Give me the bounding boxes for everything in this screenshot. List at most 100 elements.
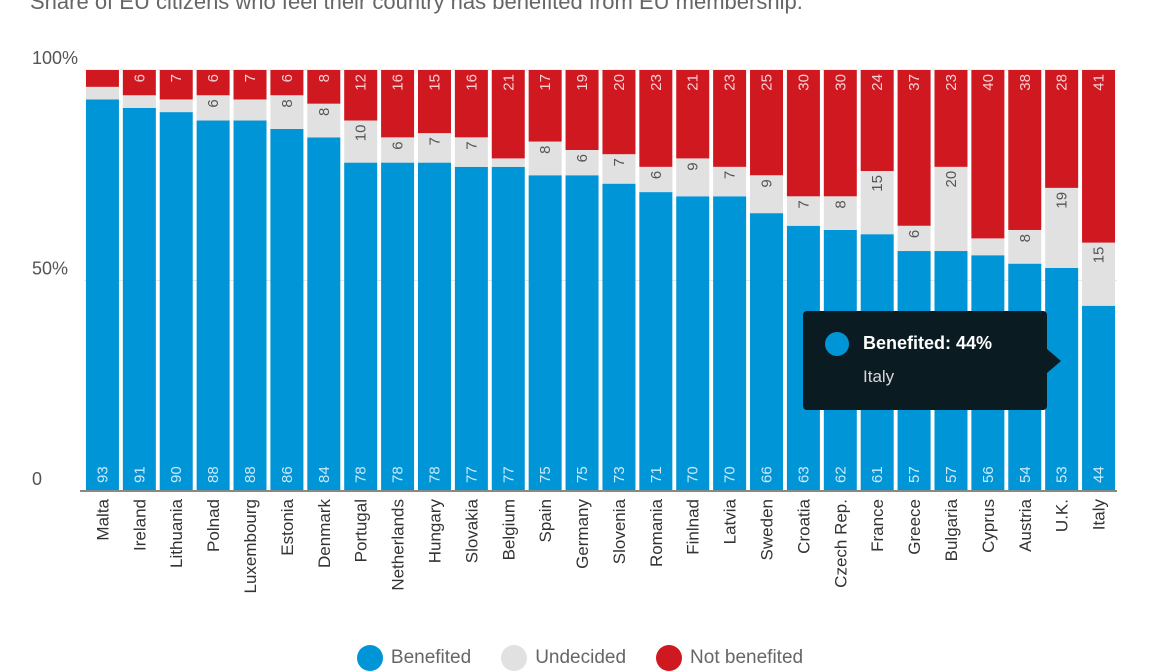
bar-undecided-greece[interactable] — [897, 225, 931, 252]
bar-not-benefited-czech-rep[interactable] — [823, 70, 857, 197]
bar-undecided-estonia[interactable] — [270, 95, 304, 129]
bar-undecided-spain[interactable] — [528, 141, 562, 176]
bar-undecided-ireland[interactable] — [122, 95, 156, 108]
bar-not-benefited-italy[interactable] — [1082, 70, 1116, 243]
bar-undecided-austria[interactable] — [1008, 229, 1042, 264]
bar-not-benefited-austria[interactable] — [1008, 70, 1042, 230]
bar-undecided-cyprus[interactable] — [971, 238, 1005, 256]
legend-item-not-benefited[interactable]: Not benefited — [656, 645, 803, 671]
bar-benefited-estonia[interactable] — [270, 128, 304, 491]
bar-undecided-hungary[interactable] — [417, 133, 451, 163]
category-label-spain: Spain — [536, 499, 555, 542]
data-label-undecided-portugal: 10 — [353, 125, 370, 142]
bar-not-benefited-belgium[interactable] — [491, 70, 525, 159]
category-label-ireland: Ireland — [130, 499, 149, 551]
bar-undecided-germany[interactable] — [565, 149, 599, 176]
bar-not-benefited-lithuania[interactable] — [159, 70, 193, 100]
data-label-undecided-polnad: 6 — [205, 99, 222, 107]
legend-item-benefited[interactable]: Benefited — [356, 645, 471, 671]
bar-not-benefited-spain[interactable] — [528, 70, 562, 142]
bar-not-benefited-finlnad[interactable] — [676, 70, 710, 159]
bar-not-benefited-latvia[interactable] — [713, 70, 747, 167]
data-label-benefited-hungary: 78 — [426, 466, 443, 483]
bar-undecided-slovenia[interactable] — [602, 154, 636, 184]
category-label-u-k: U.K. — [1053, 499, 1072, 532]
bar-not-benefited-hungary[interactable] — [417, 70, 451, 134]
bar-benefited-belgium[interactable] — [491, 166, 525, 491]
legend-label-not-benefited: Not benefited — [690, 647, 804, 668]
bar-undecided-slovakia[interactable] — [454, 137, 488, 167]
category-label-germany: Germany — [573, 499, 592, 569]
bar-benefited-netherlands[interactable] — [381, 162, 415, 491]
bar-undecided-belgium[interactable] — [491, 158, 525, 167]
bar-not-benefited-france[interactable] — [860, 70, 894, 172]
bar-undecided-luxembourg[interactable] — [233, 99, 267, 121]
bar-undecided-u-k[interactable] — [1045, 187, 1079, 268]
bar-undecided-romania[interactable] — [639, 166, 673, 193]
bar-benefited-germany[interactable] — [565, 175, 599, 491]
bar-undecided-lithuania[interactable] — [159, 99, 193, 113]
bar-not-benefited-malta[interactable] — [85, 70, 119, 87]
bar-benefited-romania[interactable] — [639, 192, 673, 491]
bar-not-benefited-cyprus[interactable] — [971, 70, 1005, 239]
bar-undecided-finlnad[interactable] — [676, 158, 710, 197]
category-label-luxembourg: Luxembourg — [241, 499, 260, 594]
bar-undecided-portugal[interactable] — [344, 120, 378, 163]
bar-not-benefited-polnad[interactable] — [196, 70, 230, 96]
bar-not-benefited-luxembourg[interactable] — [233, 70, 267, 100]
data-label-benefited-lithuania: 90 — [168, 466, 185, 483]
bar-benefited-finlnad[interactable] — [676, 196, 710, 492]
bar-undecided-italy[interactable] — [1082, 242, 1116, 306]
bar-benefited-ireland[interactable] — [122, 107, 156, 491]
bar-not-benefited-romania[interactable] — [639, 70, 673, 167]
bar-benefited-hungary[interactable] — [417, 162, 451, 491]
data-label-benefited-spain: 75 — [537, 466, 554, 483]
bar-undecided-malta[interactable] — [85, 86, 119, 100]
bar-undecided-czech-rep[interactable] — [823, 196, 857, 230]
bar-benefited-portugal[interactable] — [344, 162, 378, 491]
bar-undecided-polnad[interactable] — [196, 95, 230, 121]
bar-undecided-croatia[interactable] — [786, 196, 820, 226]
bar-not-benefited-u-k[interactable] — [1045, 70, 1079, 188]
bar-benefited-lithuania[interactable] — [159, 112, 193, 491]
bar-benefited-malta[interactable] — [85, 99, 119, 491]
bar-not-benefited-greece[interactable] — [897, 70, 931, 226]
bar-not-benefited-sweden[interactable] — [750, 70, 784, 176]
category-label-italy: Italy — [1090, 499, 1109, 531]
legend-item-undecided[interactable]: Undecided — [501, 645, 626, 671]
data-label-not-benefited-austria: 38 — [1017, 74, 1034, 91]
bar-benefited-slovakia[interactable] — [454, 166, 488, 491]
bar-benefited-sweden[interactable] — [750, 213, 784, 491]
bar-not-benefited-netherlands[interactable] — [381, 70, 415, 138]
data-label-undecided-bulgaria: 20 — [943, 171, 960, 188]
bar-not-benefited-croatia[interactable] — [786, 70, 820, 197]
category-label-belgium: Belgium — [499, 499, 518, 560]
bar-undecided-france[interactable] — [860, 171, 894, 235]
bar-not-benefited-germany[interactable] — [565, 70, 599, 150]
data-label-undecided-sweden: 9 — [759, 179, 776, 187]
bar-benefited-polnad[interactable] — [196, 120, 230, 492]
data-label-not-benefited-lithuania: 7 — [168, 74, 185, 82]
bar-not-benefited-estonia[interactable] — [270, 70, 304, 96]
bar-benefited-denmark[interactable] — [307, 137, 341, 492]
category-label-hungary: Hungary — [425, 499, 444, 564]
bar-benefited-luxembourg[interactable] — [233, 120, 267, 492]
bar-benefited-slovenia[interactable] — [602, 183, 636, 492]
bar-not-benefited-denmark[interactable] — [307, 70, 341, 104]
bar-undecided-netherlands[interactable] — [381, 137, 415, 163]
bar-not-benefited-slovakia[interactable] — [454, 70, 488, 138]
bar-undecided-latvia[interactable] — [713, 166, 747, 197]
bar-not-benefited-ireland[interactable] — [122, 70, 156, 96]
bar-benefited-spain[interactable] — [528, 175, 562, 491]
bar-benefited-u-k[interactable] — [1045, 267, 1079, 491]
bar-benefited-latvia[interactable] — [713, 196, 747, 492]
bar-undecided-bulgaria[interactable] — [934, 166, 968, 252]
bar-not-benefited-slovenia[interactable] — [602, 70, 636, 155]
bar-undecided-sweden[interactable] — [750, 175, 784, 214]
bar-not-benefited-bulgaria[interactable] — [934, 70, 968, 167]
bar-undecided-denmark[interactable] — [307, 103, 341, 138]
bar-benefited-italy[interactable] — [1082, 305, 1116, 491]
bar-not-benefited-portugal[interactable] — [344, 70, 378, 121]
data-label-undecided-germany: 6 — [574, 154, 591, 162]
legend-label-undecided: Undecided — [535, 647, 627, 668]
